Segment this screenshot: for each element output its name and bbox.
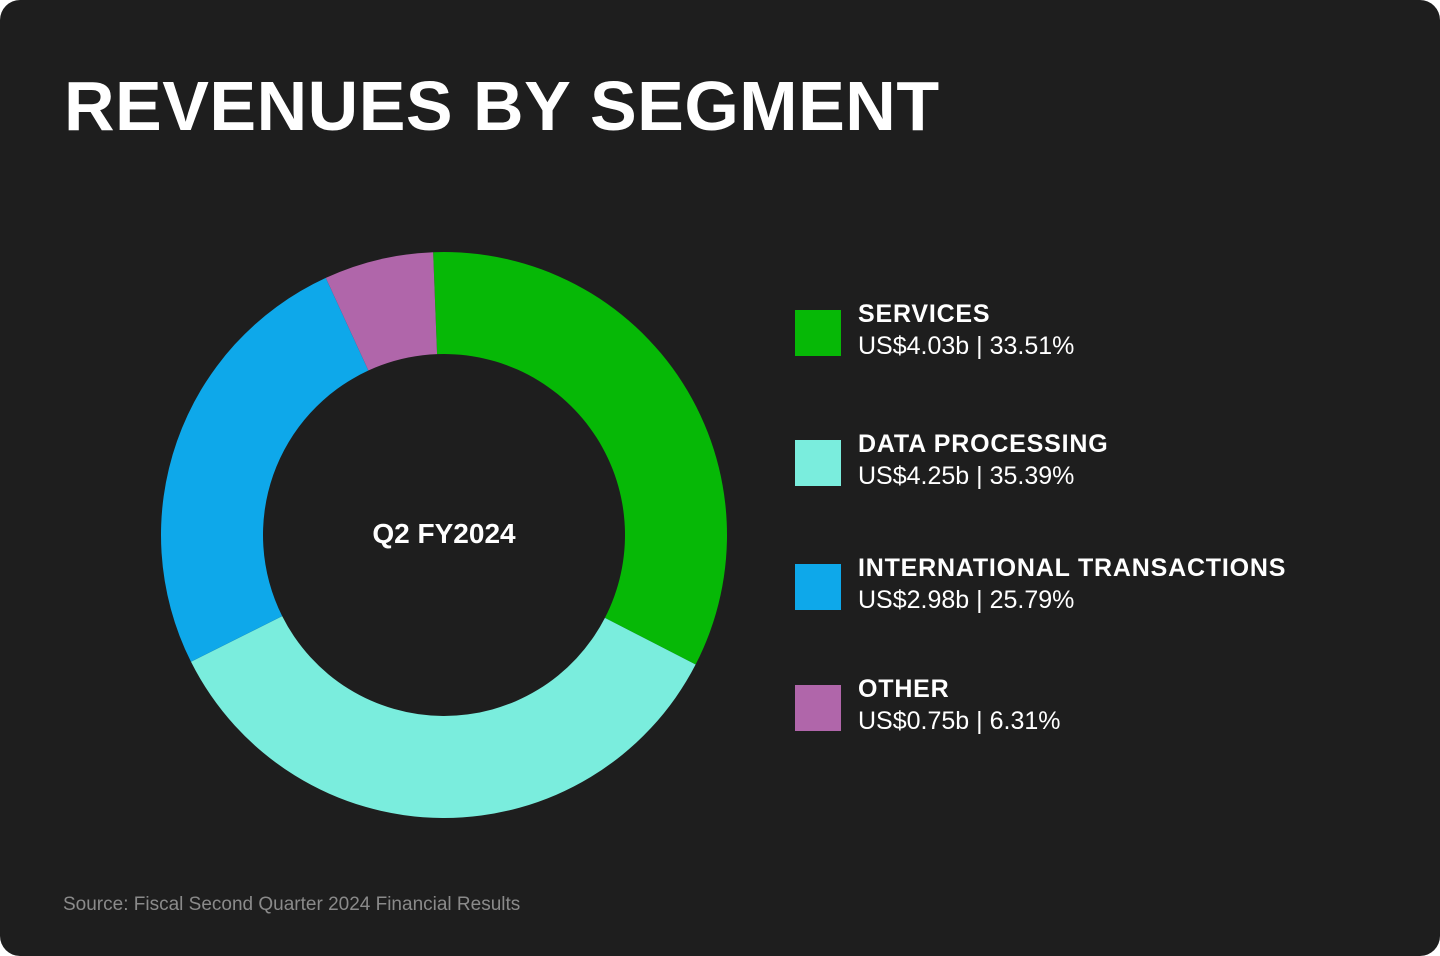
donut-chart <box>161 251 728 819</box>
legend-label: SERVICES <box>858 300 991 328</box>
legend-value: US$0.75b | 6.31% <box>858 707 1061 735</box>
donut-slice-international-transactions <box>161 277 369 662</box>
source-note: Source: Fiscal Second Quarter 2024 Finan… <box>63 894 521 915</box>
chart-title: REVENUES BY SEGMENT <box>64 67 940 145</box>
legend-value: US$4.25b | 35.39% <box>858 462 1075 490</box>
legend-swatch <box>795 685 841 731</box>
donut-center-label: Q2 FY2024 <box>372 518 516 549</box>
legend-swatch <box>795 310 841 356</box>
legend-swatch <box>795 440 841 486</box>
donut-slice-other <box>325 252 438 371</box>
legend-value: US$2.98b | 25.79% <box>858 586 1075 614</box>
legend-value: US$4.03b | 33.51% <box>858 332 1075 360</box>
donut-slice-services <box>433 251 728 665</box>
legend-label: OTHER <box>858 675 950 703</box>
legend-swatch <box>795 564 841 610</box>
legend-label: INTERNATIONAL TRANSACTIONS <box>858 554 1287 582</box>
donut-slice-data-processing <box>190 616 696 819</box>
legend-label: DATA PROCESSING <box>858 430 1109 458</box>
